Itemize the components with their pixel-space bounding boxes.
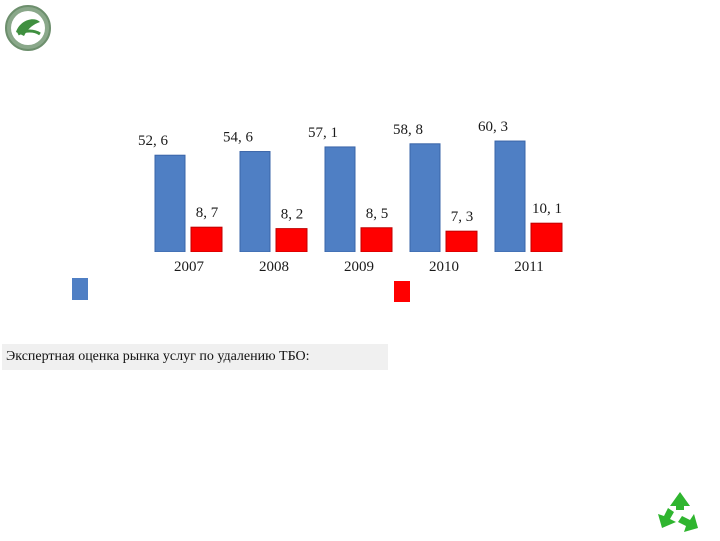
x-tick-label-2007: 2007 [174,259,205,275]
data-label-series-b-2010: 7, 3 [451,209,474,225]
bar-series-b-2010 [445,230,478,253]
x-tick-label-2011: 2011 [514,259,543,275]
data-label-series-b-2008: 8, 2 [281,207,304,223]
data-label-series-b-2011: 10, 1 [532,201,562,217]
x-tick-label-2009: 2009 [344,259,374,275]
x-tick-label-2008: 2008 [259,259,289,275]
bar-series-a-2008 [239,151,271,253]
data-label-series-a-2010: 58, 8 [393,122,423,138]
data-label-series-a-2011: 60, 3 [478,119,508,135]
data-label-series-a-2007: 52, 6 [138,133,169,149]
data-label-series-a-2009: 57, 1 [308,125,338,141]
bar-series-b-2009 [360,227,393,253]
bar-series-a-2011 [494,140,526,253]
eco-leaf-logo-icon [4,4,52,52]
bar-series-b-2007 [190,226,223,253]
bar-series-a-2007 [154,154,186,253]
x-tick-label-2010: 2010 [429,259,459,275]
data-label-series-a-2008: 54, 6 [223,130,254,146]
legend-swatch-series-a [72,278,88,300]
recycle-arrows-icon [654,488,706,536]
bar-series-a-2009 [324,146,356,253]
bar-series-a-2010 [409,143,441,253]
data-label-series-b-2007: 8, 7 [196,205,219,221]
bar-series-b-2011 [530,222,563,253]
chart-caption: Экспертная оценка рынка услуг по удалени… [2,344,388,370]
legend-swatch-series-b [394,281,410,302]
bar-series-b-2008 [275,228,308,253]
bar-chart: 52, 6 8, 7 2007 54, 6 8, 2 2008 57, 1 8, 5 2009 5… [138,119,563,275]
data-label-series-b-2009: 8, 5 [366,206,389,222]
